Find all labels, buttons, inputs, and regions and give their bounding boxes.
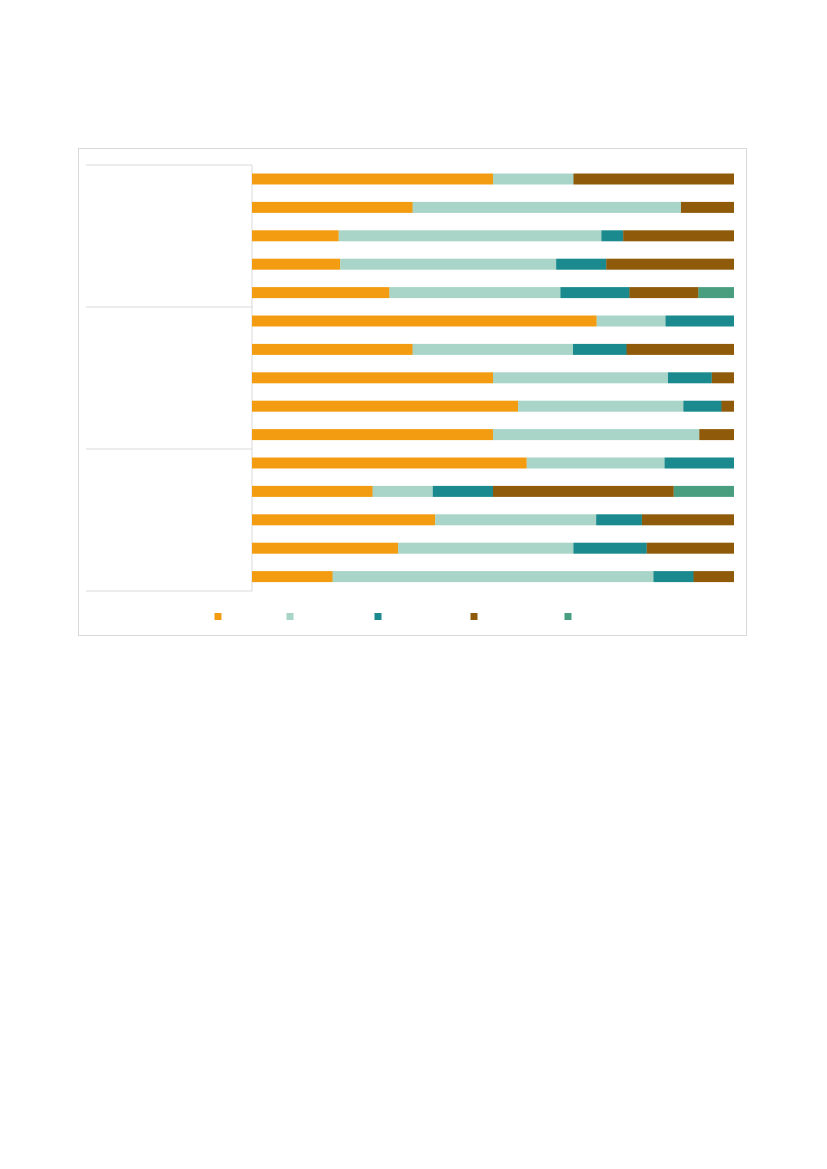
bar-segment-row12-series4 xyxy=(493,485,674,497)
bar-segment-row5-series1 xyxy=(252,287,390,299)
bar-segment-row14-series1 xyxy=(252,542,399,554)
legend-swatch-series4 xyxy=(470,613,478,620)
bar-segment-row9-series1 xyxy=(252,400,519,412)
category-group-separators xyxy=(86,164,253,592)
bar-segment-row6-series2 xyxy=(596,315,666,327)
bar-segment-row10-series1 xyxy=(252,429,493,441)
bar-segment-row7-series4 xyxy=(626,343,734,355)
bar-segment-row10-series4 xyxy=(699,429,734,441)
bar-segment-row1-series2 xyxy=(493,173,574,185)
legend-swatch-series5 xyxy=(564,613,572,620)
legend-swatch-series1 xyxy=(214,613,222,620)
bar-segment-row7-series2 xyxy=(412,343,574,355)
bar-segment-row12-series5 xyxy=(673,485,734,497)
bar-segment-row4-series3 xyxy=(556,258,607,270)
bar-segment-row13-series4 xyxy=(641,514,734,526)
bar-segment-row9-series3 xyxy=(683,400,722,412)
bar-segment-row9-series4 xyxy=(721,400,734,412)
bar-segment-row4-series2 xyxy=(340,258,557,270)
bar-segment-row5-series4 xyxy=(629,287,699,299)
bar-segment-row3-series4 xyxy=(623,230,734,242)
bar-segment-row1-series4 xyxy=(573,173,734,185)
bars-layer xyxy=(252,173,734,583)
bar-segment-row12-series2 xyxy=(372,485,433,497)
bar-segment-row2-series1 xyxy=(252,201,413,213)
bar-segment-row5-series3 xyxy=(560,287,630,299)
bar-segment-row15-series4 xyxy=(693,571,734,583)
stacked-bar-chart xyxy=(86,164,734,620)
bar-segment-row3-series2 xyxy=(338,230,602,242)
bar-segment-row12-series3 xyxy=(432,485,493,497)
bar-segment-row14-series4 xyxy=(646,542,734,554)
bar-segment-row11-series3 xyxy=(664,457,734,469)
bar-segment-row4-series1 xyxy=(252,258,341,270)
legend-swatch-series2 xyxy=(286,613,294,620)
bar-segment-row8-series2 xyxy=(493,372,668,384)
bar-segment-row8-series3 xyxy=(667,372,712,384)
bar-segment-row1-series1 xyxy=(252,173,493,185)
chart-frame xyxy=(78,148,747,636)
bar-segment-row6-series3 xyxy=(665,315,734,327)
bar-segment-row5-series2 xyxy=(389,287,561,299)
bar-segment-row14-series2 xyxy=(398,542,574,554)
bar-segment-row11-series1 xyxy=(252,457,527,469)
bar-segment-row8-series1 xyxy=(252,372,493,384)
bar-segment-row15-series3 xyxy=(653,571,694,583)
bar-segment-row14-series3 xyxy=(573,542,647,554)
legend xyxy=(214,613,572,620)
bar-segment-row10-series2 xyxy=(493,429,700,441)
bar-segment-row6-series1 xyxy=(252,315,597,327)
bar-segment-row2-series4 xyxy=(680,201,734,213)
bar-segment-row3-series1 xyxy=(252,230,339,242)
bar-segment-row7-series1 xyxy=(252,343,413,355)
bar-segment-row5-series5 xyxy=(698,287,734,299)
bar-segment-row13-series2 xyxy=(435,514,597,526)
legend-swatch-series3 xyxy=(374,613,382,620)
bar-segment-row7-series3 xyxy=(573,343,627,355)
bar-segment-row3-series3 xyxy=(601,230,624,242)
bar-segment-row2-series2 xyxy=(412,201,681,213)
bar-segment-row13-series3 xyxy=(596,514,642,526)
bar-segment-row8-series4 xyxy=(711,372,734,384)
bar-segment-row15-series2 xyxy=(332,571,654,583)
bar-segment-row11-series2 xyxy=(526,457,665,469)
bar-segment-row9-series2 xyxy=(518,400,684,412)
bar-segment-row13-series1 xyxy=(252,514,436,526)
bar-segment-row15-series1 xyxy=(252,571,333,583)
bar-segment-row4-series4 xyxy=(606,258,734,270)
bar-segment-row12-series1 xyxy=(252,485,373,497)
